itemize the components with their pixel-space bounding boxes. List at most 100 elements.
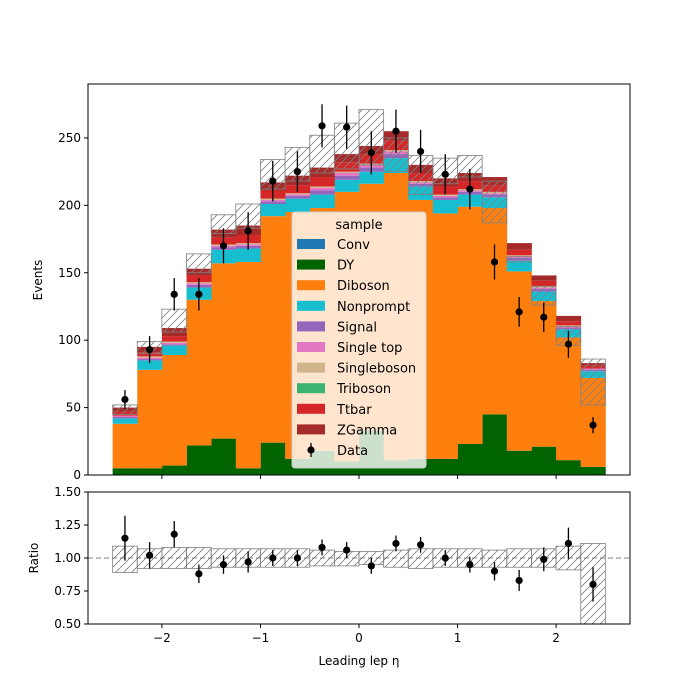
bar-single-top <box>334 172 360 176</box>
data-point <box>293 168 302 176</box>
y-tick-label: 250 <box>58 131 81 145</box>
bar-singleboson <box>161 341 187 343</box>
ratio-point <box>441 554 449 562</box>
ratio-y-tick-label: 1.50 <box>54 485 81 499</box>
data-point <box>195 290 203 298</box>
legend-swatch <box>297 342 325 352</box>
bar-signal <box>161 344 187 346</box>
x-tick-label: 1 <box>454 631 462 645</box>
bar-singleboson <box>309 186 335 188</box>
bar-diboson <box>137 369 163 469</box>
legend-swatch <box>297 321 325 332</box>
ratio-point <box>121 534 129 542</box>
bar-singleboson <box>334 171 360 173</box>
x-axis-ticks-top <box>161 475 557 479</box>
uncertainty-bin <box>506 256 532 263</box>
x-tick-label: −2 <box>153 631 171 645</box>
bar-singleboson <box>556 325 582 327</box>
x-tick-label: −1 <box>252 631 270 645</box>
ratio-points <box>121 515 597 602</box>
ratio-point <box>244 558 252 566</box>
bar-nonprompt <box>112 418 138 424</box>
bar-nonprompt <box>506 260 532 272</box>
bar-ttbar <box>531 280 557 287</box>
bar-nonprompt <box>359 171 385 184</box>
ratio-point <box>219 561 228 569</box>
bar-dy <box>112 468 138 475</box>
data-point <box>121 395 129 404</box>
ratio-point <box>318 543 326 552</box>
data-point <box>392 127 400 135</box>
ratio-point <box>540 555 548 563</box>
bar-single-top <box>309 187 335 191</box>
legend-label: Data <box>337 444 368 459</box>
y-axis-label: Events <box>31 260 45 301</box>
bar-dy <box>432 458 458 475</box>
ratio-point <box>170 530 178 538</box>
x-tick-label: 2 <box>552 631 560 645</box>
ratio-y-tick-label: 0.50 <box>54 617 81 631</box>
bar-ttbar <box>556 321 582 326</box>
legend-swatch <box>297 403 325 414</box>
legend-title: sample <box>335 218 382 233</box>
legend-data-marker <box>307 446 315 454</box>
bar-nonprompt <box>285 198 311 213</box>
x-tick-label: 0 <box>355 631 363 645</box>
bar-dy <box>137 468 163 475</box>
data-point <box>170 290 178 298</box>
data-point <box>564 340 573 348</box>
ratio-band-bin <box>506 548 532 568</box>
ratio-point <box>490 567 499 575</box>
data-point <box>219 242 228 250</box>
bar-dy <box>211 438 237 475</box>
data-point <box>515 308 523 316</box>
bar-diboson <box>211 263 237 439</box>
ratio-point <box>269 554 277 562</box>
legend-swatch <box>297 259 325 270</box>
data-point <box>343 123 351 131</box>
ratio-point <box>416 541 425 549</box>
bar-nonprompt <box>309 194 335 209</box>
bar-dy <box>556 460 582 475</box>
legend-swatch <box>297 424 325 435</box>
bar-diboson <box>556 337 582 461</box>
ratio-point <box>564 539 573 548</box>
ratio-band-bin <box>161 547 187 569</box>
legend: sample Conv DY Diboson Nonprompt Signal Singl… <box>291 211 427 469</box>
legend-label: Triboson <box>336 382 391 397</box>
legend-swatch <box>297 280 325 291</box>
ratio-y-tick-label: 0.75 <box>54 584 81 598</box>
ratio-point <box>515 576 523 585</box>
bar-ttbar <box>309 177 335 187</box>
y-tick-label: 150 <box>58 266 81 280</box>
data-point <box>145 346 154 354</box>
bar-nonprompt <box>137 360 163 370</box>
bar-single-top <box>112 415 138 418</box>
bar-singleboson <box>432 194 458 196</box>
data-point <box>367 149 375 157</box>
bar-nonprompt <box>334 179 360 192</box>
bar-dy <box>457 443 483 475</box>
ratio-uncertainty-band <box>112 543 606 624</box>
bar-diboson <box>112 423 138 469</box>
data-point <box>441 170 449 178</box>
bar-diboson <box>161 355 187 466</box>
ratio-y-tick-label: 1.25 <box>54 518 81 532</box>
legend-label: Singleboson <box>337 362 416 377</box>
ratio-point <box>466 561 474 569</box>
ratio-point <box>392 539 400 548</box>
ratio-point <box>343 546 351 554</box>
bar-signal <box>112 417 138 419</box>
bar-diboson <box>260 216 286 443</box>
legend-label: Signal <box>337 320 377 335</box>
legend-swatch <box>297 239 325 249</box>
bar-single-top <box>285 194 311 196</box>
bar-zgamma <box>556 315 582 322</box>
legend-label: Nonprompt <box>337 300 410 315</box>
bar-signal <box>334 175 360 180</box>
uncertainty-bin <box>186 253 212 274</box>
data-point <box>490 258 499 266</box>
data-point <box>244 227 252 235</box>
bar-diboson <box>457 206 483 444</box>
